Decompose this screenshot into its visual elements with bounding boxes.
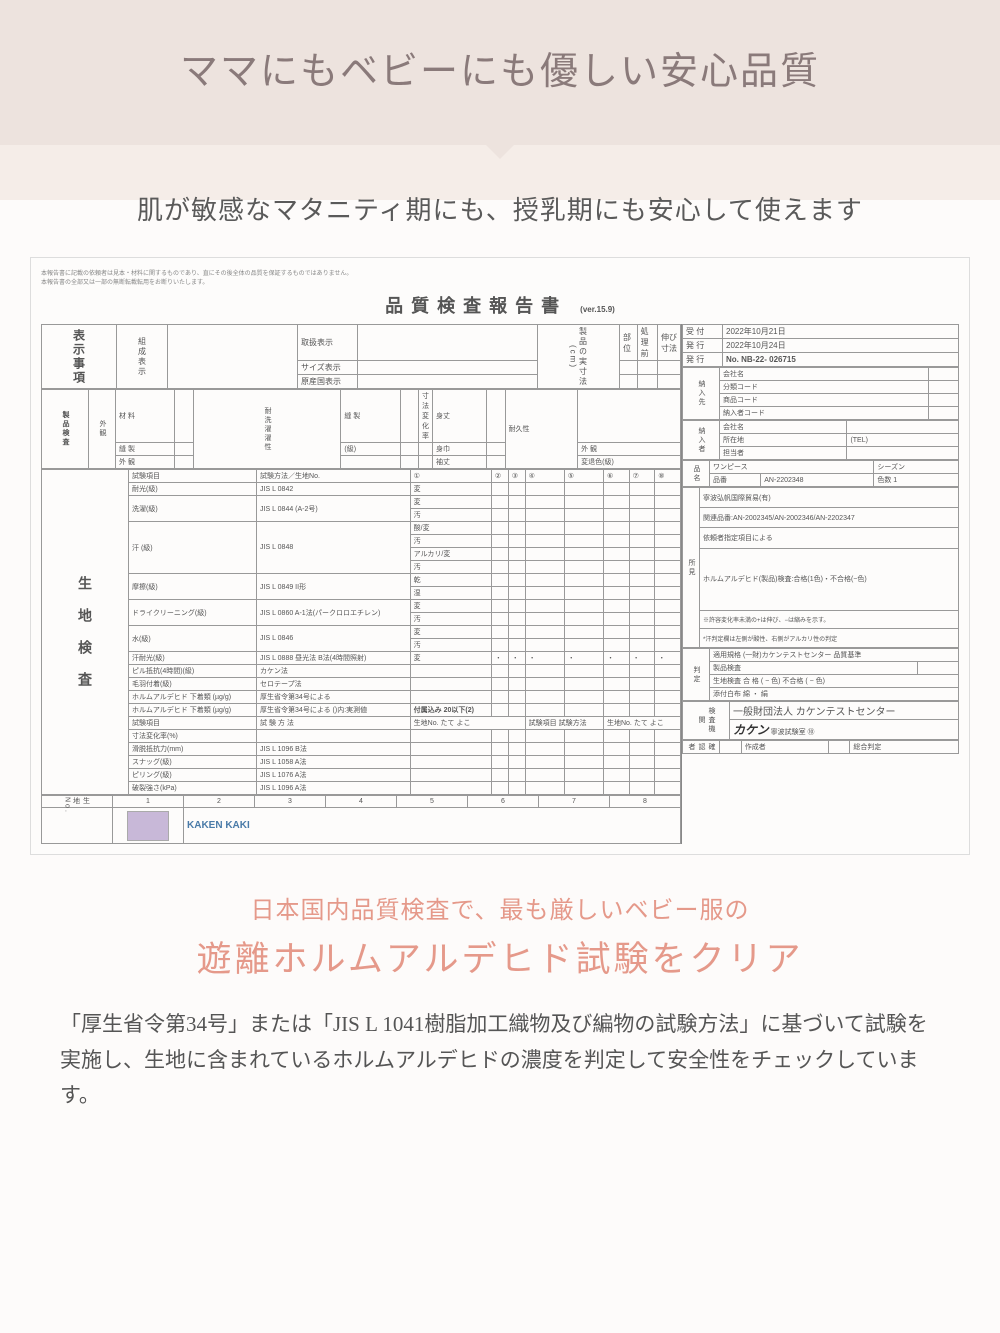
product-inspection: 製品検査 外観 材 料 耐洗濯濯性 縫 製 寸法変化率身丈 耐久性 縫 製(級)… (41, 389, 681, 469)
fabric-sample (127, 811, 169, 841)
display-section: 表示事項 組成表示 取扱表示 製品の実寸法(cm) 部位 処理前 伸び寸法 サイ… (41, 324, 681, 389)
supplier-info: 納入者会社名 所在地(TEL) 担当者 (682, 420, 959, 460)
subtitle: 肌が敏感なマタニティ期にも、授乳期にも安心して使えます (0, 145, 1000, 257)
judgment: 判定適用規格 (一財)カケンテストセンター 品質基準 製品検査 生地検査 合 格… (682, 648, 959, 701)
issue-dates: 受 付2022年10月21日 発 行2022年10月24日 発 行No. NB-… (682, 324, 959, 367)
remarks: 所見寧波弘帆国際貿易(有) 関連品番:AN-2002345/AN-2002346… (682, 487, 959, 648)
inspection-org: 検査機関一般財団法人 カケンテストセンター カケン 寧波試験室 ⑩ (682, 701, 959, 740)
confirmer: 確認者作成者総合判定 (682, 740, 959, 754)
footer-line2: 遊離ホルムアルデヒド試験をクリア (50, 931, 950, 982)
footer-text: 日本国内品質検査で、最も厳しいベビー服の 遊離ホルムアルデヒド試験をクリア 「厚… (0, 855, 1000, 1134)
fabric-tests: 生 地 検 査 試験項目 試験方法／生地No. ①②③④⑤⑥⑦⑧ 耐光(級)JI… (41, 469, 681, 795)
footer-body: 「厚生省令第34号」または「JIS L 1041樹脂加工織物及び編物の試験方法」… (50, 1007, 950, 1114)
header-banner: ママにもベビーにも優しい安心品質 (0, 0, 1000, 145)
main-title: ママにもベビーにも優しい安心品質 (20, 40, 980, 95)
delivery-info: 納入先会社名 分類コード 商品コード 納入者コード (682, 367, 959, 420)
report-title: 品質検査報告書 (ver.15.9) (41, 286, 959, 324)
sample-row: 生地No. 1 2 3 4 5 6 7 8 KAKEN KAKI (41, 795, 681, 844)
footer-line1: 日本国内品質検査で、最も厳しいベビー服の (50, 890, 950, 925)
quality-report: 本報告書に記載の依頼者は見本・材料に関するものであり、直にその後全体の品質を保証… (30, 257, 970, 855)
product-name: 品名ワンピースシーズン 品番AN-2202348色数 1 (682, 460, 959, 487)
